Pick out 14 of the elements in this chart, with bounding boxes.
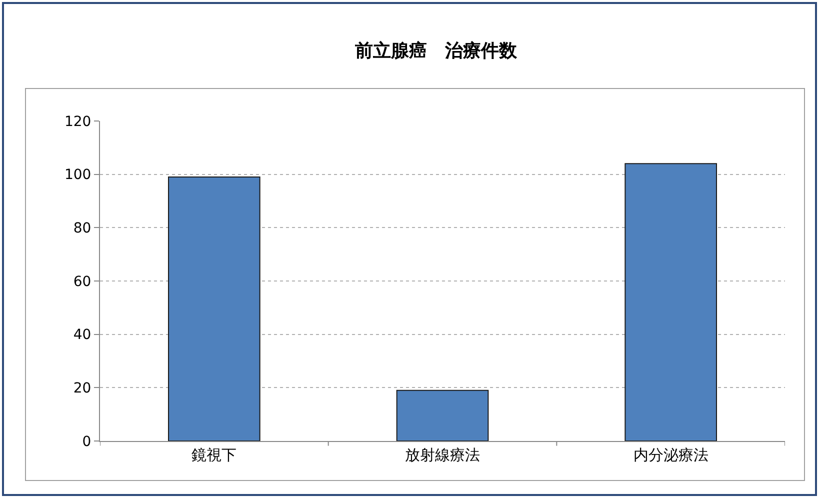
bar (168, 176, 260, 441)
y-tick-label: 60 (73, 274, 92, 290)
bar (396, 390, 489, 441)
chart-title: 前立腺癌 治療件数 (354, 40, 518, 62)
x-tick-label: 鏡視下 (192, 446, 237, 464)
y-tick-label: 20 (73, 380, 92, 397)
bar (624, 163, 717, 441)
y-tick-label: 40 (73, 327, 92, 344)
y-tick-label: 120 (64, 114, 92, 130)
y-tick-label: 0 (82, 434, 92, 450)
x-tick-label: 内分泌療法 (633, 446, 708, 464)
x-tick-label: 放射線療法 (405, 446, 480, 464)
y-tick-label: 100 (64, 167, 92, 184)
y-tick-label: 80 (73, 220, 92, 237)
